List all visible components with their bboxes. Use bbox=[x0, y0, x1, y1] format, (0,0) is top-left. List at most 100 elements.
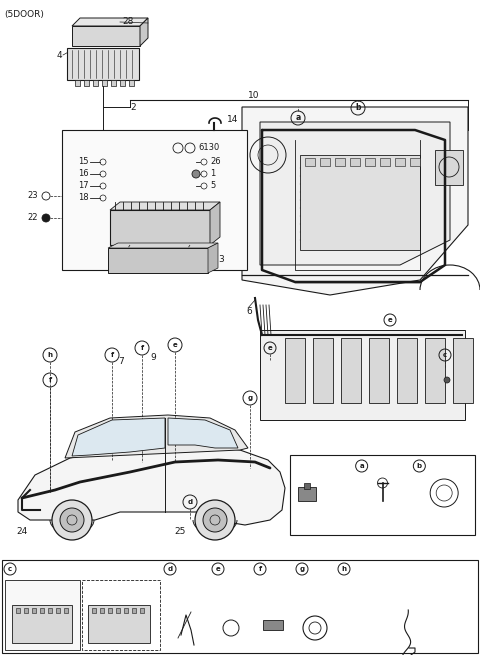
Bar bbox=[380, 158, 390, 166]
Text: (000918-020701): (000918-020701) bbox=[94, 584, 148, 589]
Bar bbox=[435, 150, 463, 185]
Text: (000510-000918): (000510-000918) bbox=[15, 584, 69, 589]
Circle shape bbox=[192, 170, 200, 178]
Polygon shape bbox=[260, 122, 450, 265]
Circle shape bbox=[52, 500, 92, 540]
Bar bbox=[110, 210, 210, 245]
Text: 23: 23 bbox=[27, 191, 38, 200]
Bar bbox=[335, 158, 345, 166]
Text: e: e bbox=[268, 345, 272, 351]
Polygon shape bbox=[208, 243, 218, 273]
Bar bbox=[100, 608, 104, 613]
Bar bbox=[298, 487, 316, 501]
Text: 29: 29 bbox=[315, 462, 326, 470]
Text: a: a bbox=[295, 113, 300, 122]
Bar bbox=[82, 580, 160, 650]
Bar bbox=[290, 455, 475, 535]
Polygon shape bbox=[18, 445, 285, 525]
Bar bbox=[341, 338, 361, 403]
Text: 8: 8 bbox=[39, 590, 45, 599]
Text: 11: 11 bbox=[310, 565, 322, 574]
Text: 19: 19 bbox=[178, 565, 190, 574]
Text: 12: 12 bbox=[427, 462, 439, 470]
Text: 17: 17 bbox=[78, 181, 89, 191]
Bar bbox=[263, 620, 283, 630]
Polygon shape bbox=[72, 26, 140, 46]
Bar bbox=[120, 80, 125, 86]
Bar bbox=[67, 48, 139, 80]
Polygon shape bbox=[108, 243, 218, 248]
Circle shape bbox=[444, 377, 450, 383]
Text: e: e bbox=[216, 566, 220, 572]
Bar bbox=[16, 608, 20, 613]
Bar bbox=[111, 80, 116, 86]
Text: f: f bbox=[110, 352, 114, 358]
Bar bbox=[369, 338, 389, 403]
Text: d: d bbox=[168, 566, 173, 572]
Bar bbox=[102, 80, 107, 86]
Text: e: e bbox=[173, 342, 178, 348]
Bar bbox=[453, 338, 473, 403]
Polygon shape bbox=[210, 202, 220, 245]
Text: 3: 3 bbox=[218, 255, 224, 265]
Polygon shape bbox=[168, 418, 238, 448]
Polygon shape bbox=[140, 18, 148, 46]
Text: 4: 4 bbox=[56, 50, 62, 60]
Bar bbox=[313, 338, 333, 403]
Bar bbox=[365, 158, 375, 166]
Polygon shape bbox=[65, 415, 248, 458]
Text: f: f bbox=[258, 566, 262, 572]
Bar bbox=[62, 130, 247, 270]
Text: 18: 18 bbox=[78, 193, 89, 202]
Text: 1: 1 bbox=[210, 170, 215, 179]
Text: g: g bbox=[247, 395, 252, 401]
Bar bbox=[64, 608, 68, 613]
Circle shape bbox=[195, 500, 235, 540]
Text: 24: 24 bbox=[16, 527, 28, 536]
Text: a: a bbox=[360, 463, 364, 469]
Text: 16: 16 bbox=[78, 170, 89, 179]
Text: g: g bbox=[300, 566, 305, 572]
Text: h: h bbox=[341, 566, 347, 572]
Bar bbox=[56, 608, 60, 613]
Bar bbox=[397, 338, 417, 403]
Text: 5: 5 bbox=[210, 181, 215, 191]
Text: 27: 27 bbox=[115, 590, 127, 599]
Bar bbox=[5, 580, 80, 650]
Text: (5DOOR): (5DOOR) bbox=[4, 10, 44, 19]
Circle shape bbox=[42, 214, 50, 222]
Polygon shape bbox=[72, 18, 148, 26]
Text: 20: 20 bbox=[226, 565, 238, 574]
Text: 14: 14 bbox=[227, 115, 239, 124]
Bar bbox=[88, 605, 150, 643]
Circle shape bbox=[60, 508, 84, 532]
Bar bbox=[395, 158, 405, 166]
Bar bbox=[48, 608, 52, 613]
Bar bbox=[40, 608, 44, 613]
Bar bbox=[12, 605, 72, 643]
Text: 30: 30 bbox=[352, 565, 363, 574]
Text: e: e bbox=[388, 317, 392, 323]
Text: 2: 2 bbox=[130, 102, 136, 111]
Text: 22: 22 bbox=[27, 214, 38, 223]
Bar bbox=[108, 608, 112, 613]
Text: 6130: 6130 bbox=[198, 143, 219, 153]
Text: 25: 25 bbox=[174, 527, 186, 536]
Text: 10: 10 bbox=[248, 90, 260, 100]
Bar bbox=[32, 608, 36, 613]
Text: d: d bbox=[187, 499, 192, 505]
Text: c: c bbox=[8, 566, 12, 572]
Text: 9: 9 bbox=[150, 354, 156, 362]
Bar bbox=[129, 80, 134, 86]
Bar bbox=[320, 158, 330, 166]
Bar bbox=[124, 608, 128, 613]
Bar bbox=[260, 330, 465, 420]
Polygon shape bbox=[72, 418, 165, 456]
Text: 26: 26 bbox=[210, 157, 221, 166]
Polygon shape bbox=[242, 107, 468, 295]
Text: f: f bbox=[141, 345, 144, 351]
Text: b: b bbox=[417, 463, 422, 469]
Text: 6: 6 bbox=[246, 307, 252, 316]
Bar bbox=[116, 608, 120, 613]
Bar bbox=[92, 608, 96, 613]
